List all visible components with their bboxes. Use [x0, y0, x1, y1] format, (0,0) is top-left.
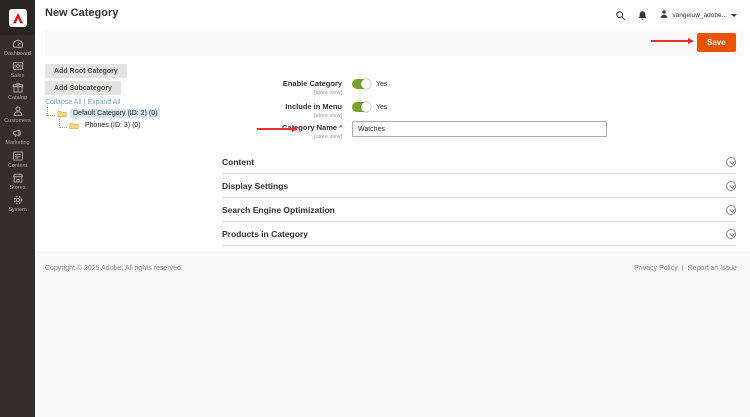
footer-links-separator: | [681, 265, 684, 272]
category-name-input[interactable] [352, 121, 607, 137]
copyright-text: Copyright © 2025 Adobe. All rights reser… [45, 265, 183, 272]
chevron-down-circle-icon[interactable] [726, 228, 736, 239]
collapse-all-link[interactable]: Collapse All [45, 99, 82, 106]
header: New Category vangeluw_adobe... [35, 0, 750, 30]
field-label-text: Enable Category [282, 79, 342, 88]
include-in-menu-toggle[interactable] [352, 102, 371, 112]
tree-node-label[interactable]: Phones (ID: 3) (0) [85, 122, 141, 129]
privacy-policy-link[interactable]: Privacy Policy [634, 265, 678, 272]
sidebar: Dashboard Sales Catalog Customers [0, 0, 35, 417]
enable-category-toggle[interactable] [352, 79, 371, 89]
sidebar-item-catalog[interactable]: Catalog [0, 81, 35, 103]
chevron-down-circle-icon[interactable] [726, 204, 736, 215]
chevron-down-icon [731, 13, 737, 17]
user-menu[interactable]: vangeluw_adobe... [659, 6, 737, 24]
field-label-text: Include in Menu [285, 102, 342, 111]
field-scope: [store view] [314, 113, 342, 119]
system-icon [12, 194, 24, 206]
header-actions: vangeluw_adobe... [615, 6, 737, 24]
section-search-engine-optimization[interactable]: Search Engine Optimization [222, 198, 736, 222]
toggle-knob [361, 102, 371, 112]
accordion: Content Display Settings Search Engine O… [222, 150, 736, 246]
sidebar-nav: Dashboard Sales Catalog Customers [0, 36, 35, 215]
sales-icon [12, 60, 24, 72]
sidebar-item-system[interactable]: System [0, 193, 35, 215]
sidebar-item-label: Dashboard [4, 50, 31, 57]
field-scope: [store view] [314, 134, 342, 140]
section-display-settings[interactable]: Display Settings [222, 174, 736, 198]
tree-links: Collapse All | Expand All [45, 99, 121, 106]
chevron-down-circle-icon[interactable] [726, 180, 736, 191]
required-asterisk: * [339, 123, 342, 132]
sidebar-item-label: Content [7, 162, 28, 169]
stores-icon [12, 172, 24, 184]
customers-icon [12, 105, 24, 117]
tree-elbow-icon[interactable] [47, 107, 55, 116]
dashboard-icon [12, 38, 24, 50]
footer: Copyright © 2025 Adobe. All rights reser… [35, 251, 750, 417]
tree-node-phones[interactable]: Phones (ID: 3) (0) [59, 119, 144, 131]
field-scope: [store view] [314, 90, 342, 96]
section-title: Search Engine Optimization [222, 204, 335, 215]
sidebar-item-content[interactable]: Content [0, 148, 35, 170]
sidebar-item-marketing[interactable]: Marketing [0, 126, 35, 148]
tree-node-default-category[interactable]: Default Category (ID: 2) (0) [47, 107, 161, 119]
include-in-menu-control: Yes [352, 102, 387, 112]
sidebar-item-label: Customers [4, 117, 31, 124]
sidebar-item-label: Catalog [8, 95, 27, 102]
footer-links: Privacy Policy | Report an Issue [634, 265, 737, 272]
toggle-value: Yes [376, 80, 388, 88]
annotation-arrow-save [651, 37, 694, 44]
sidebar-item-label: Sales [10, 73, 25, 80]
section-title: Products in Category [222, 228, 308, 239]
section-products-in-category[interactable]: Products in Category [222, 222, 736, 246]
marketing-icon [12, 127, 24, 139]
tree-links-separator: | [83, 99, 86, 106]
page-title: New Category [45, 7, 119, 19]
sidebar-item-label: Stores [9, 185, 26, 192]
folder-icon [69, 121, 79, 130]
sidebar-item-label: Marketing [5, 140, 30, 147]
add-subcategory-button[interactable]: Add Subcategory [45, 81, 121, 95]
adobe-logo[interactable] [0, 0, 35, 35]
category-name-label: Category Name * [store view] [222, 124, 342, 141]
save-button[interactable]: Save [697, 33, 736, 52]
sidebar-item-customers[interactable]: Customers [0, 103, 35, 125]
tree-node-label[interactable]: Default Category (ID: 2) (0) [70, 109, 161, 118]
toggle-value: Yes [376, 103, 388, 111]
sidebar-item-dashboard[interactable]: Dashboard [0, 36, 35, 58]
adobe-logo-icon [8, 8, 27, 27]
enable-category-control: Yes [352, 79, 387, 89]
chevron-down-circle-icon[interactable] [726, 156, 736, 167]
report-an-issue-link[interactable]: Report an Issue [687, 265, 737, 272]
section-title: Display Settings [222, 180, 289, 191]
sidebar-item-label: System [8, 207, 27, 214]
sidebar-item-sales[interactable]: Sales [0, 58, 35, 80]
include-in-menu-label: Include in Menu [store view] [222, 103, 342, 120]
user-name: vangeluw_adobe... [672, 11, 727, 19]
tree-elbow-icon [59, 119, 67, 128]
annotation-arrow-category-name [257, 125, 298, 132]
enable-category-label: Enable Category [store view] [222, 80, 342, 97]
content-icon [12, 150, 24, 162]
sidebar-item-stores[interactable]: Stores [0, 170, 35, 192]
search-icon[interactable] [615, 10, 626, 21]
bell-icon[interactable] [637, 10, 648, 21]
section-title: Content [222, 156, 255, 167]
add-root-category-button[interactable]: Add Root Category [45, 64, 127, 78]
field-label-text: Category Name [282, 123, 338, 132]
folder-icon [57, 109, 67, 118]
user-icon [659, 6, 669, 24]
toggle-knob [361, 79, 371, 89]
expand-all-link[interactable]: Expand All [87, 99, 121, 106]
catalog-icon [12, 82, 24, 94]
page-actions-bar: Save [45, 31, 744, 56]
section-content[interactable]: Content [222, 150, 736, 174]
